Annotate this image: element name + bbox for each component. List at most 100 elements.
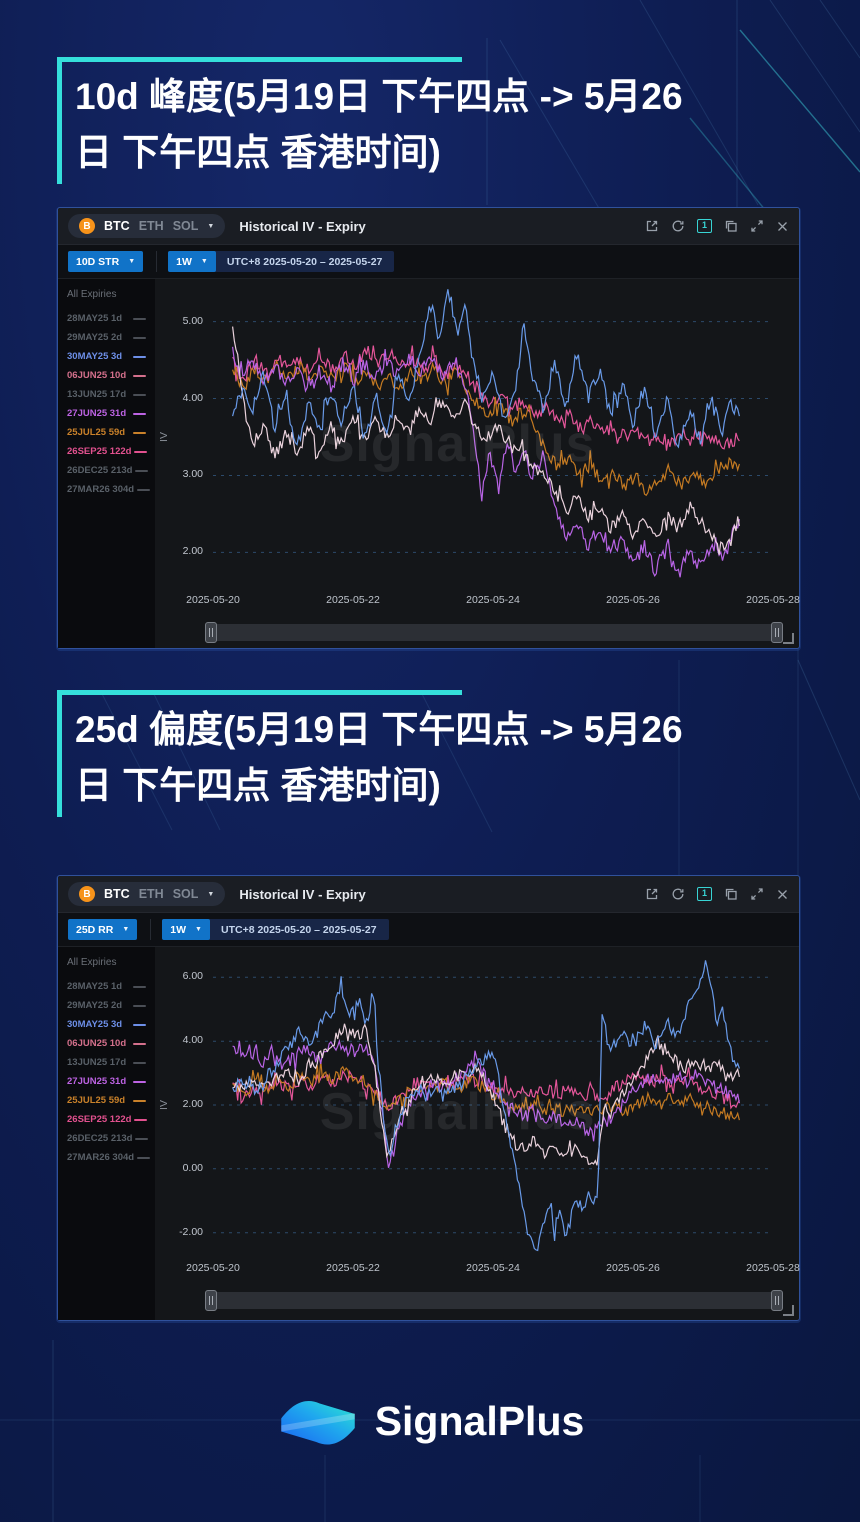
legend-item[interactable]: 30MAY25 3d xyxy=(67,1015,146,1034)
coin-selector[interactable]: B BTC ETH SOL ▼ xyxy=(68,214,226,238)
x-tick-label: 2025-05-28 xyxy=(746,1262,800,1274)
legend-item-label: 26SEP25 122d xyxy=(67,446,132,457)
chart-panel-10d-str: B BTC ETH SOL ▼ Historical IV - Expiry 1… xyxy=(57,207,800,649)
scrollbar-left-handle[interactable] xyxy=(205,1290,217,1311)
title-line-2: 日 下午四点 香港时间) xyxy=(75,131,441,173)
interval-select[interactable]: 1W ▼ xyxy=(162,919,210,940)
chevron-down-icon[interactable]: ▼ xyxy=(207,222,215,230)
legend-item-label: 29MAY25 2d xyxy=(67,1000,123,1011)
chart-range-scrollbar[interactable] xyxy=(205,1290,783,1311)
coin-tab-sol[interactable]: SOL xyxy=(172,887,199,901)
legend-item[interactable]: 28MAY25 1d xyxy=(67,977,146,996)
line-chart xyxy=(213,289,773,578)
legend-item[interactable]: 25JUL25 59d xyxy=(67,423,146,442)
title-line-1: 25d 偏度(5月19日 下午四点 -> 5月26 xyxy=(75,709,683,750)
expand-icon[interactable] xyxy=(750,887,764,901)
view-count-icon[interactable]: 1 xyxy=(696,887,712,901)
legend-item[interactable]: 27MAR26 304d xyxy=(67,1148,151,1167)
x-tick-label: 2025-05-20 xyxy=(186,594,240,606)
coin-tab-eth[interactable]: ETH xyxy=(138,887,164,901)
y-tick-label: 3.00 xyxy=(182,468,203,481)
coin-tab-sol[interactable]: SOL xyxy=(172,219,199,233)
legend-item[interactable]: 30MAY25 3d xyxy=(67,347,146,366)
legend-item[interactable]: 28MAY25 1d xyxy=(67,309,146,328)
refresh-icon[interactable] xyxy=(671,219,685,233)
legend-header: All Expiries xyxy=(67,289,117,300)
panel-title: Historical IV - Expiry xyxy=(239,218,366,234)
refresh-icon[interactable] xyxy=(671,887,685,901)
signalplus-logo-icon xyxy=(280,1401,355,1445)
open-in-new-icon[interactable] xyxy=(645,219,659,233)
legend-color-dash xyxy=(133,317,146,320)
legend-item-label: 25JUL25 59d xyxy=(67,427,126,438)
legend-item[interactable]: 29MAY25 2d xyxy=(67,328,146,347)
legend-item[interactable]: 06JUN25 10d xyxy=(67,366,146,385)
metric-select[interactable]: 10D STR ▼ xyxy=(68,251,144,272)
legend-item-label: 26DEC25 213d xyxy=(67,1133,133,1144)
legend-item[interactable]: 27JUN25 31d xyxy=(67,404,146,423)
chart-range-scrollbar[interactable] xyxy=(205,622,783,643)
legend-item-label: 28MAY25 1d xyxy=(67,313,123,324)
y-tick-label: 2.00 xyxy=(182,545,203,558)
expand-icon[interactable] xyxy=(750,219,764,233)
legend-item-label: 26SEP25 122d xyxy=(67,1114,132,1125)
scrollbar-right-handle[interactable] xyxy=(771,622,783,643)
legend-item-label: 30MAY25 3d xyxy=(67,351,123,362)
title-line-1: 10d 峰度(5月19日 下午四点 -> 5月26 xyxy=(75,76,683,117)
metric-select[interactable]: 25D RR ▼ xyxy=(68,919,138,940)
chart-panel-25d-rr: B BTC ETH SOL ▼ Historical IV - Expiry 1… xyxy=(57,875,800,1321)
x-tick-label: 2025-05-22 xyxy=(326,594,380,606)
close-icon[interactable] xyxy=(776,888,789,901)
panel-resize-handle[interactable] xyxy=(783,633,794,644)
legend-item[interactable]: 27JUN25 31d xyxy=(67,1072,146,1091)
legend-item[interactable]: 26DEC25 213d xyxy=(67,1129,149,1148)
y-tick-label: 4.00 xyxy=(182,391,203,404)
y-axis-title: IV xyxy=(157,432,170,442)
legend-item[interactable]: 26DEC25 213d xyxy=(67,461,149,480)
coin-tab-btc[interactable]: BTC xyxy=(104,219,130,233)
legend-color-dash xyxy=(133,355,146,358)
title-accent-side-bar xyxy=(57,57,62,184)
panel-resize-handle[interactable] xyxy=(783,1305,794,1316)
legend-color-dash xyxy=(133,374,146,377)
legend-item[interactable]: 13JUN25 17d xyxy=(67,1053,146,1072)
open-in-new-icon[interactable] xyxy=(645,887,659,901)
interval-select[interactable]: 1W ▼ xyxy=(168,251,216,272)
coin-selector[interactable]: B BTC ETH SOL ▼ xyxy=(68,882,226,906)
legend-item[interactable]: 29MAY25 2d xyxy=(67,996,146,1015)
legend-item[interactable]: 26SEP25 122d xyxy=(67,1110,148,1129)
close-icon[interactable] xyxy=(776,220,789,233)
duplicate-icon[interactable] xyxy=(724,219,738,233)
legend-item[interactable]: 27MAR26 304d xyxy=(67,480,151,499)
legend-item[interactable]: 25JUL25 59d xyxy=(67,1091,146,1110)
title-accent-side-bar xyxy=(57,690,62,817)
legend-item[interactable]: 13JUN25 17d xyxy=(67,385,146,404)
view-count-icon[interactable]: 1 xyxy=(696,219,712,233)
y-tick-label: 6.00 xyxy=(182,970,203,983)
duplicate-icon[interactable] xyxy=(724,887,738,901)
chevron-down-icon[interactable]: ▼ xyxy=(207,890,215,898)
x-tick-label: 2025-05-26 xyxy=(606,594,660,606)
legend-color-dash xyxy=(134,450,148,453)
legend-item[interactable]: 06JUN25 10d xyxy=(67,1034,146,1053)
legend-item-label: 27JUN25 31d xyxy=(67,1076,127,1087)
series-line-27JUN25-31d xyxy=(232,346,740,578)
chevron-down-icon: ▼ xyxy=(195,926,202,933)
panel-title: Historical IV - Expiry xyxy=(239,886,366,902)
legend-item[interactable]: 26SEP25 122d xyxy=(67,442,148,461)
coin-tab-btc[interactable]: BTC xyxy=(104,887,130,901)
bitcoin-icon: B xyxy=(79,218,95,234)
scrollbar-left-handle[interactable] xyxy=(205,622,217,643)
scrollbar-right-handle[interactable] xyxy=(771,1290,783,1311)
panel-header: B BTC ETH SOL ▼ Historical IV - Expiry 1 xyxy=(58,208,799,245)
y-axis-title: IV xyxy=(157,1100,170,1110)
legend-color-dash xyxy=(135,1137,149,1140)
title-accent-top-bar xyxy=(57,690,462,695)
legend-item-label: 27JUN25 31d xyxy=(67,408,127,419)
series-line-30MAY25-3d xyxy=(232,289,740,449)
legend-color-dash xyxy=(135,469,149,472)
coin-tab-eth[interactable]: ETH xyxy=(138,219,164,233)
chevron-down-icon: ▼ xyxy=(122,926,130,933)
panel-toolbar: 25D RR ▼ 1W ▼ UTC+8 2025-05-20 – 2025-05-2… xyxy=(58,913,799,947)
